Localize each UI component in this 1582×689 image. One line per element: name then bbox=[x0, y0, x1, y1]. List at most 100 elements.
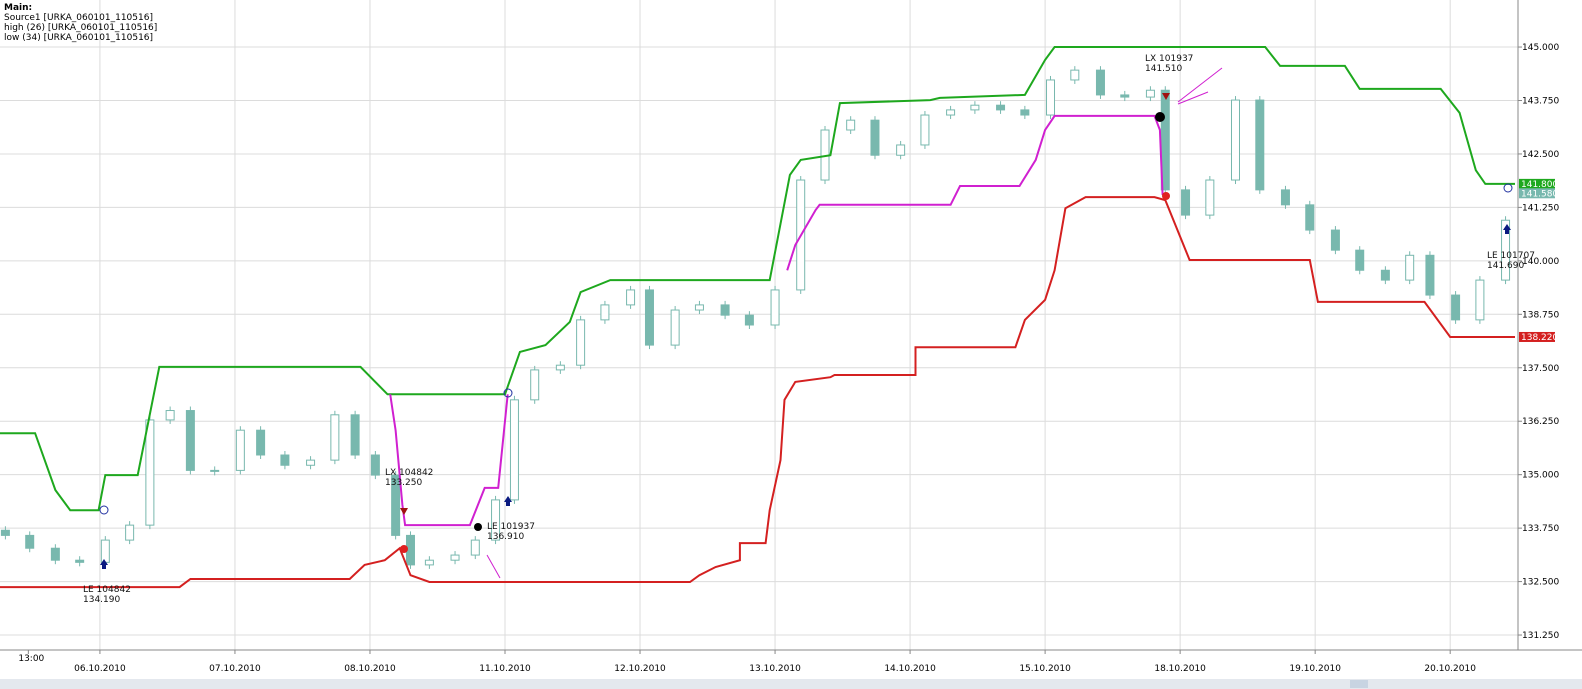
x-tick-label: 08.10.2010 bbox=[344, 664, 396, 674]
entry-circle bbox=[1503, 183, 1513, 193]
annotation: LX 104842 bbox=[385, 468, 433, 478]
sell-arrow bbox=[400, 508, 408, 515]
scrollbar[interactable] bbox=[0, 679, 1582, 689]
candle bbox=[256, 429, 266, 456]
annotation: 133.250 bbox=[385, 478, 422, 488]
candle bbox=[1205, 179, 1215, 216]
annotation: 134.190 bbox=[83, 595, 120, 605]
candle bbox=[75, 559, 85, 563]
pointer-arrow bbox=[1177, 91, 1209, 105]
y-tick-label: 131.250 bbox=[1522, 631, 1559, 641]
x-tick-label: 06.10.2010 bbox=[74, 664, 126, 674]
scroll-thumb[interactable] bbox=[1350, 680, 1368, 688]
entry-dot bbox=[474, 523, 482, 531]
candle bbox=[644, 289, 654, 346]
candle bbox=[125, 524, 135, 541]
series-line bbox=[389, 114, 1164, 527]
candle bbox=[1046, 79, 1056, 116]
legend-entry: low (34) [URKA_060101_110516] bbox=[4, 33, 153, 43]
pointer-arrow bbox=[486, 554, 501, 579]
candle bbox=[1501, 219, 1511, 281]
candle bbox=[450, 554, 460, 561]
candle bbox=[306, 459, 316, 466]
candle bbox=[1280, 189, 1290, 206]
buy-arrow bbox=[1503, 224, 1511, 234]
y-tick-label: 138.750 bbox=[1522, 310, 1559, 320]
candle bbox=[210, 469, 220, 472]
candle bbox=[100, 539, 110, 563]
annotation: LE 104842 bbox=[83, 585, 131, 595]
legend-entry: Source1 [URKA_060101_110516] bbox=[4, 13, 153, 23]
annotation: LE 101937 bbox=[487, 522, 535, 532]
candle bbox=[470, 539, 480, 556]
candle bbox=[1451, 294, 1461, 321]
candle bbox=[1181, 189, 1191, 216]
price-label: 141.580 bbox=[1521, 189, 1558, 199]
x-tick-label: 07.10.2010 bbox=[209, 664, 261, 674]
entry-circle bbox=[503, 388, 513, 398]
candle bbox=[1425, 254, 1435, 296]
candle bbox=[1145, 89, 1155, 98]
legend-entry: high (26) [URKA_060101_110516] bbox=[4, 23, 157, 33]
candle bbox=[720, 304, 730, 316]
candle bbox=[996, 104, 1006, 111]
candle bbox=[391, 474, 401, 536]
price-label: 141.800 bbox=[1521, 180, 1558, 190]
x-tick-label: 20.10.2010 bbox=[1424, 664, 1476, 674]
axes: 131.250 132.500 133.750 135.000 136.250 137.5… bbox=[18, 43, 1559, 674]
sell-arrow bbox=[1162, 93, 1170, 100]
candle bbox=[350, 414, 360, 456]
signal-markers bbox=[99, 67, 1513, 579]
buy-arrow bbox=[504, 496, 512, 506]
candle bbox=[530, 369, 540, 401]
y-tick-label: 145.000 bbox=[1522, 43, 1559, 53]
legend-title: Main: bbox=[4, 3, 32, 13]
y-tick-label: 141.250 bbox=[1522, 203, 1559, 213]
candle bbox=[1475, 279, 1485, 321]
x-tick-label: 15.10.2010 bbox=[1019, 664, 1071, 674]
candle bbox=[555, 364, 565, 371]
candle bbox=[870, 119, 880, 156]
candle bbox=[576, 319, 586, 366]
candle bbox=[1305, 204, 1315, 231]
y-tick-label: 133.750 bbox=[1522, 524, 1559, 534]
price-label-box bbox=[1519, 188, 1555, 199]
y-tick-label: 143.750 bbox=[1522, 96, 1559, 106]
candle bbox=[25, 534, 35, 549]
exit-dot bbox=[1155, 112, 1165, 122]
candle bbox=[235, 429, 245, 471]
candle bbox=[1120, 94, 1130, 98]
candle bbox=[920, 114, 930, 146]
x-tick-label: 13.10.2010 bbox=[749, 664, 801, 674]
candle bbox=[846, 119, 856, 131]
candle bbox=[626, 289, 636, 306]
candle bbox=[424, 559, 434, 566]
x-tick-label: 12.10.2010 bbox=[614, 664, 666, 674]
annotation: LE 101707 bbox=[1487, 251, 1535, 261]
x-tick-label: 18.10.2010 bbox=[1154, 664, 1206, 674]
price-label-box bbox=[1519, 178, 1555, 189]
annotation: LX 101937 bbox=[1145, 54, 1193, 64]
candle bbox=[1355, 249, 1365, 271]
candle bbox=[50, 547, 60, 561]
candle bbox=[1020, 109, 1030, 116]
y-tick-label: 142.500 bbox=[1522, 150, 1559, 160]
x-tick-label: 19.10.2010 bbox=[1289, 664, 1341, 674]
candle bbox=[1070, 69, 1080, 81]
candle bbox=[1255, 99, 1265, 191]
candle bbox=[1330, 229, 1340, 251]
exit-dot bbox=[1162, 192, 1170, 200]
candle bbox=[600, 304, 610, 321]
y-tick-label: 137.500 bbox=[1522, 364, 1559, 374]
candle bbox=[1230, 99, 1240, 181]
candle bbox=[946, 109, 956, 116]
candle bbox=[330, 414, 340, 461]
candle bbox=[185, 410, 195, 471]
plot-area bbox=[0, 46, 1515, 589]
price-label: 138.220 bbox=[1521, 333, 1558, 343]
x-tick-label: 11.10.2010 bbox=[479, 664, 531, 674]
series-line bbox=[0, 46, 1515, 512]
y-tick-label: 135.000 bbox=[1522, 471, 1559, 481]
